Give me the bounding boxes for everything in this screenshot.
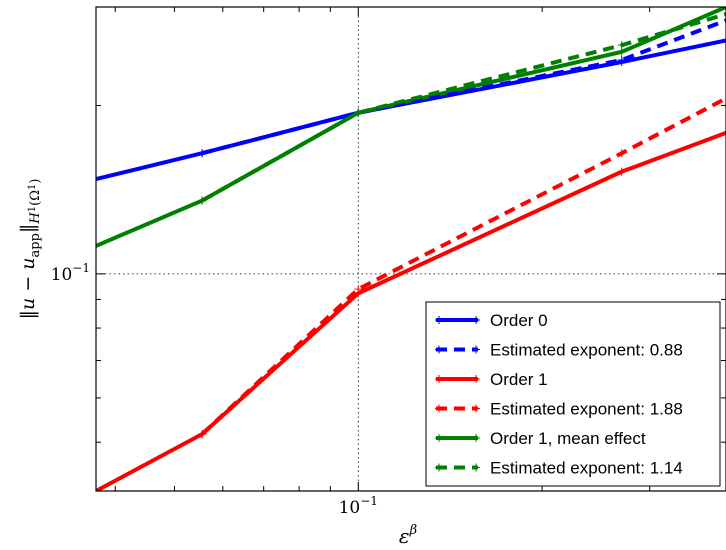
series-point-4 xyxy=(617,47,626,56)
legend-item: Estimated exponent: 0.88 xyxy=(435,341,683,360)
legend-marker xyxy=(435,375,443,383)
legend-marker xyxy=(472,434,480,442)
legend-label: Estimated exponent: 0.88 xyxy=(490,341,683,360)
series-lines xyxy=(96,7,726,491)
svg-text:εβ: εβ xyxy=(399,523,417,548)
series-line-1 xyxy=(201,18,726,156)
series-point-3 xyxy=(354,285,363,294)
legend-label: Order 0 xyxy=(490,311,548,330)
series-point-2 xyxy=(617,167,626,176)
legend-item: Estimated exponent: 1.14 xyxy=(435,459,683,478)
legend: Order 0 Estimated exponent: 0.88 Order 1 Es… xyxy=(425,301,721,487)
series-line-5 xyxy=(201,12,726,203)
grid xyxy=(96,7,726,491)
series-point-5 xyxy=(617,41,626,50)
legend-marker xyxy=(472,375,480,383)
legend-item: Order 1 xyxy=(435,370,548,389)
series-point-5 xyxy=(354,108,363,117)
y-tick-label: 10−1 xyxy=(51,261,90,285)
legend-marker xyxy=(472,345,480,354)
legend-marker xyxy=(435,434,443,442)
svg-text:‖u − uapp‖H1(Ω1): ‖u − uapp‖H1(Ω1) xyxy=(17,179,43,320)
legend-item: Order 1, mean effect xyxy=(435,429,646,448)
legend-label: Estimated exponent: 1.88 xyxy=(490,400,683,419)
x-axis-label: εβ xyxy=(399,523,417,548)
x-tick-label: 10−1 xyxy=(339,494,378,518)
legend-marker xyxy=(472,316,480,324)
series-point-5 xyxy=(198,196,207,205)
legend-marker xyxy=(435,463,443,472)
legend-box xyxy=(425,301,721,487)
series-point-1 xyxy=(617,55,626,64)
legend-item: Estimated exponent: 1.88 xyxy=(435,400,683,419)
axis-ticks xyxy=(96,7,726,491)
series-point-1 xyxy=(198,149,207,158)
series-line-3 xyxy=(200,96,726,436)
plot-frame xyxy=(95,6,726,492)
legend-marker xyxy=(472,463,480,472)
legend-marker xyxy=(472,404,480,413)
legend-marker xyxy=(435,316,443,324)
legend-label: Order 1, mean effect xyxy=(490,429,646,448)
series-line-0 xyxy=(96,38,726,182)
y-axis-label: ‖u − uapp‖H1(Ω1) xyxy=(17,179,43,320)
series-point-3 xyxy=(617,149,626,158)
series-line-4 xyxy=(96,7,726,248)
legend-marker xyxy=(435,345,443,354)
legend-item: Order 0 xyxy=(435,311,548,330)
legend-label: Order 1 xyxy=(490,370,548,389)
series-point-3 xyxy=(198,430,207,439)
legend-marker xyxy=(435,404,443,413)
legend-label: Estimated exponent: 1.14 xyxy=(490,459,683,478)
